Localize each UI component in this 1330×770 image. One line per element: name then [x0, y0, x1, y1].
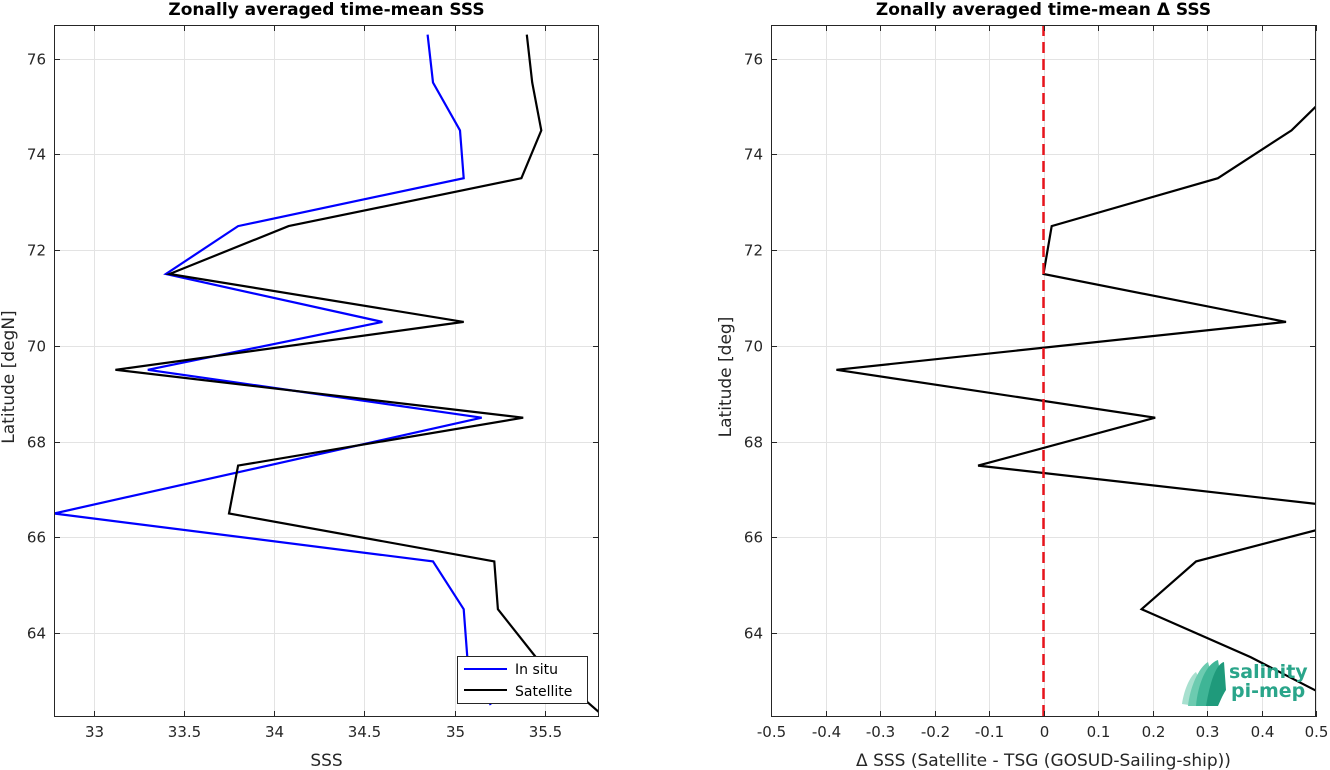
salinity-pi-mep-logo: salinity pi-mep — [1182, 660, 1308, 706]
y-tick-label: 68 — [27, 434, 46, 452]
right-series — [836, 105, 1316, 692]
left-plot-area — [54, 25, 599, 717]
y-tick-label: 68 — [744, 434, 763, 452]
y-tick-label: 64 — [27, 625, 46, 643]
x-tick-label: -0.2 — [921, 723, 950, 741]
legend: In situ Satellite — [457, 656, 588, 704]
y-tick-label: 66 — [744, 529, 763, 547]
series-line-0 — [1139, 529, 1316, 692]
left-series — [54, 34, 599, 714]
x-tick-label: 0.3 — [1196, 723, 1220, 741]
logo-text-salinity: salinity — [1229, 661, 1308, 683]
left-y-axis-label: Latitude [degN] — [0, 310, 19, 443]
left-axes-box — [54, 25, 599, 717]
x-tick-label: 0.4 — [1251, 723, 1275, 741]
y-tick-label: 72 — [744, 242, 763, 260]
x-tick-label: 0.1 — [1087, 723, 1111, 741]
right-x-axis-label: Δ SSS (Satellite - TSG (GOSUD-Sailing-sh… — [856, 751, 1231, 770]
left-ticks: 33 33.5 34 34.5 35 35.5 64 66 68 70 72 74 76 — [27, 25, 599, 741]
legend-label-in-situ: In situ — [515, 662, 558, 678]
x-tick-label: 0.5 — [1305, 723, 1329, 741]
x-tick-label: 34 — [265, 723, 284, 741]
y-tick-label: 74 — [744, 146, 763, 164]
right-y-axis-label: Latitude [deg] — [716, 317, 736, 438]
x-tick-label: -0.4 — [812, 723, 841, 741]
x-tick-label: -0.3 — [866, 723, 895, 741]
x-tick-label: 35.5 — [529, 723, 562, 741]
left-chart-title: Zonally averaged time-mean SSS — [168, 0, 484, 20]
left-grid — [54, 25, 599, 717]
series-line-1 — [836, 105, 1316, 505]
x-tick-label: 0 — [1040, 723, 1050, 741]
y-tick-label: 74 — [27, 146, 46, 164]
x-tick-label: 33.5 — [168, 723, 201, 741]
y-tick-label: 70 — [27, 338, 46, 356]
left-panel: 33 33.5 34 34.5 35 35.5 64 66 68 70 72 74 76 Zonally… — [0, 0, 599, 770]
waves-icon — [1182, 660, 1226, 706]
x-tick-label: -0.1 — [975, 723, 1004, 741]
x-tick-label: 33 — [85, 723, 104, 741]
logo-text-pi-mep: pi-mep — [1231, 680, 1305, 702]
legend-box — [457, 656, 588, 704]
right-ticks: -0.5 -0.4 -0.3 -0.2 -0.1 0 0.1 0.2 0.3 0.4 0.5 64 66… — [744, 25, 1329, 741]
right-panel: -0.5 -0.4 -0.3 -0.2 -0.1 0 0.1 0.2 0.3 0.4 0.5 64 66… — [716, 0, 1328, 770]
right-axes-box — [771, 25, 1316, 717]
legend-label-satellite: Satellite — [515, 684, 572, 700]
x-tick-label: 35 — [446, 723, 465, 741]
y-tick-label: 64 — [744, 625, 763, 643]
y-tick-label: 66 — [27, 529, 46, 547]
x-tick-label: 34.5 — [348, 723, 381, 741]
left-x-axis-label: SSS — [310, 751, 342, 770]
x-tick-label: 0.2 — [1142, 723, 1166, 741]
y-tick-label: 70 — [744, 338, 763, 356]
x-tick-label: -0.5 — [757, 723, 786, 741]
series-line-in-situ — [54, 34, 492, 706]
series-line-satellite — [115, 34, 599, 714]
y-tick-label: 72 — [27, 242, 46, 260]
y-tick-label: 76 — [744, 51, 763, 69]
right-chart-title: Zonally averaged time-mean Δ SSS — [876, 0, 1211, 20]
y-tick-label: 76 — [27, 51, 46, 69]
